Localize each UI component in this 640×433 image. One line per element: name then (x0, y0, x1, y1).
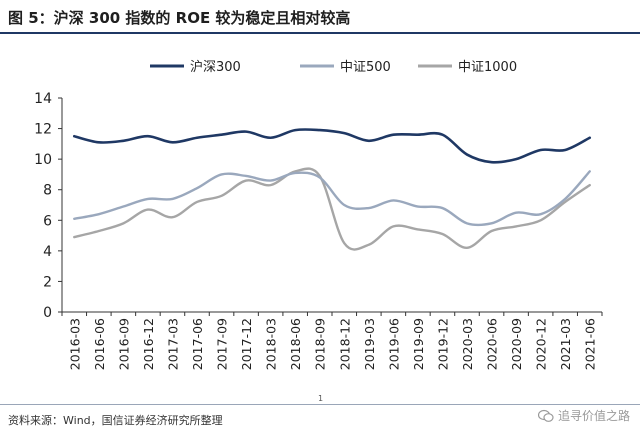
x-tick-label-7: 2017-12 (239, 318, 254, 370)
x-tick-label-21: 2021-06 (583, 318, 598, 370)
x-tick-label-0: 2016-03 (67, 318, 82, 370)
line-chart: 沪深300 中证500 中证1000 0 2 4 6 8 10 12 14 2016-03 2016-0… (34, 59, 603, 370)
x-tick-label-11: 2018-12 (337, 318, 352, 370)
x-tick-label-9: 2018-06 (288, 318, 303, 370)
x-tick-label-2: 2016-09 (116, 318, 131, 370)
x-tick-label-5: 2017-06 (190, 318, 205, 370)
x-tick-label-1: 2016-06 (92, 318, 107, 370)
x-tick-label-12: 2019-03 (362, 318, 377, 370)
watermark: 追寻价值之路 (537, 407, 630, 424)
figure-title-bar: 图 5：沪深 300 指数的 ROE 较为稳定且相对较高 (0, 0, 640, 34)
x-tick-label-17: 2020-06 (485, 318, 500, 370)
y-tick-label-6: 12 (34, 122, 52, 138)
y-tick-label-5: 10 (34, 152, 52, 168)
y-tick-label-7: 14 (34, 91, 52, 107)
x-tick-label-16: 2020-03 (460, 318, 475, 370)
source-note: 资料来源：Wind，国信证券经济研究所整理 (8, 414, 223, 427)
source-bar: 资料来源：Wind，国信证券经济研究所整理 (0, 404, 640, 433)
x-tick-label-18: 2020-09 (509, 318, 524, 370)
series-line-2 (73, 167, 591, 251)
x-tick-label-13: 2019-06 (386, 318, 401, 370)
y-tick-label-0: 0 (43, 305, 52, 321)
x-tick-label-6: 2017-09 (215, 318, 230, 370)
x-tick-label-15: 2019-12 (435, 318, 450, 370)
watermark-text: 追寻价值之路 (557, 409, 630, 423)
series-line-0 (72, 128, 592, 164)
x-tick-label-20: 2021-03 (558, 318, 573, 370)
x-tick-label-8: 2018-03 (264, 318, 279, 370)
x-tick-label-4: 2017-03 (165, 318, 180, 370)
legend-label-1: 中证500 (340, 60, 391, 75)
x-tick-label-3: 2016-12 (141, 318, 156, 370)
legend-label-0: 沪深300 (190, 59, 241, 75)
y-tick-label-3: 6 (43, 213, 52, 229)
x-tick-label-14: 2019-09 (411, 318, 426, 370)
wechat-icon (537, 409, 554, 423)
figure-title: 图 5：沪深 300 指数的 ROE 较为稳定且相对较高 (8, 9, 351, 27)
x-tick-label-19: 2020-12 (534, 318, 549, 370)
page-number: 1 (318, 394, 324, 403)
y-tick-label-4: 8 (43, 183, 52, 199)
y-tick-label-1: 2 (43, 274, 52, 290)
legend-label-2: 中证1000 (458, 60, 517, 75)
series-line-1 (73, 170, 591, 227)
x-tick-label-10: 2018-09 (313, 318, 328, 370)
y-tick-label-2: 4 (43, 244, 52, 260)
